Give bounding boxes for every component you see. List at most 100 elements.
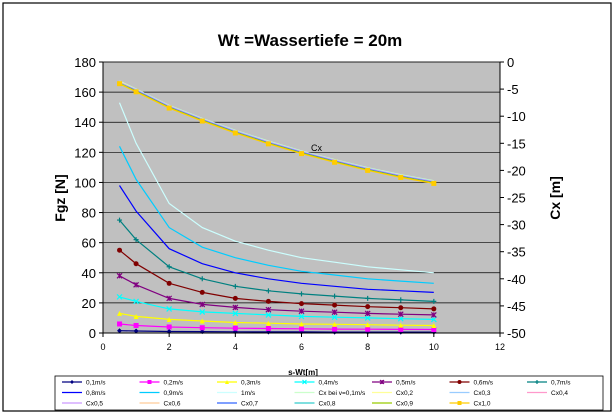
y-tick-label: 180	[74, 55, 96, 70]
legend-marker	[457, 380, 462, 384]
data-point	[265, 312, 272, 318]
data-point	[332, 321, 338, 327]
data-point	[133, 313, 139, 319]
legend-item-7: 0,7m/s	[527, 380, 571, 387]
data-point	[232, 295, 238, 301]
data-point	[166, 324, 172, 330]
legend-label: Cx0,7	[241, 401, 258, 408]
series-group	[116, 80, 437, 335]
legend-label: Cx0,4	[551, 390, 568, 397]
legend-item-14: Cx0,4	[527, 390, 568, 397]
y-tick-label: 60	[82, 236, 96, 251]
data-point	[265, 325, 271, 331]
y-tick-label: 100	[74, 175, 96, 190]
data-point	[133, 237, 139, 243]
legend-item-16: Cx0,6	[139, 401, 181, 408]
data-point	[117, 247, 123, 253]
series-7	[117, 217, 437, 304]
y-tick-label: 20	[82, 296, 96, 311]
y-tick-label: 160	[74, 85, 96, 100]
data-point	[365, 322, 371, 328]
data-point	[166, 105, 172, 111]
chart-title: Wt =Wassertiefe = 20m	[218, 31, 403, 50]
data-point	[431, 180, 437, 186]
legend-label: Cx0,9	[396, 401, 413, 408]
data-point	[299, 301, 304, 307]
data-point	[133, 322, 139, 328]
y2-tick-label: -35	[507, 245, 526, 260]
series-3	[117, 310, 437, 328]
x-tick-label: 10	[429, 342, 439, 352]
legend-label: 1m/s	[241, 390, 256, 397]
legend-label: 0,5m/s	[396, 380, 416, 387]
data-point	[265, 320, 271, 326]
legend-item-5: 0,5m/s	[372, 380, 416, 387]
data-point	[117, 310, 123, 316]
data-point	[133, 281, 140, 288]
data-point	[166, 305, 173, 312]
legend-label: 0,7m/s	[551, 380, 571, 387]
y2-tick-label: -5	[507, 82, 519, 97]
series-8	[118, 185, 434, 293]
data-point	[364, 310, 371, 317]
y-tick-label: 80	[82, 206, 96, 221]
data-point	[299, 151, 304, 157]
legend-label: Cx bei v=0,1m/s	[319, 390, 367, 397]
data-point	[199, 276, 205, 282]
y-tick-label: 0	[89, 326, 96, 341]
legend-label: Cx1,0	[474, 401, 491, 408]
legend-item-4: 0,4m/s	[294, 379, 339, 387]
legend-marker	[225, 380, 229, 384]
y2-tick-label: 0	[507, 55, 514, 70]
legend-item-19: Cx0,9	[372, 401, 413, 408]
data-point	[199, 325, 205, 331]
data-point	[397, 315, 404, 322]
data-point	[331, 309, 338, 316]
legend-label: Cx0,5	[86, 401, 103, 408]
legend-label: 0,6m/s	[474, 380, 494, 387]
data-point	[299, 321, 304, 327]
legend-marker	[70, 380, 74, 384]
legend-marker	[535, 380, 539, 384]
data-point	[117, 328, 123, 334]
y-tick-label: 40	[82, 266, 96, 281]
y2-tick-label: -20	[507, 163, 526, 178]
data-point	[398, 322, 404, 328]
data-point	[166, 295, 173, 302]
data-point	[116, 293, 123, 300]
data-point	[365, 304, 371, 310]
data-point	[398, 174, 404, 180]
legend-marker	[302, 379, 307, 385]
data-point	[365, 326, 371, 332]
legend-item-17: Cx0,7	[217, 401, 258, 408]
data-point	[431, 327, 437, 333]
x-tick-label: 12	[495, 342, 505, 352]
data-point	[431, 298, 437, 304]
legend-item-1: 0,1m/s	[62, 380, 106, 387]
data-point	[133, 298, 140, 305]
data-point	[265, 306, 272, 313]
legend-item-11: Cx bei v=0,1m/s	[294, 390, 367, 397]
data-point	[332, 293, 338, 299]
legend-item-18: Cx0,8	[294, 401, 336, 408]
series-4	[116, 293, 437, 323]
series-9	[118, 146, 434, 284]
legend-label: Cx0,2	[396, 390, 413, 397]
data-point	[430, 312, 437, 318]
data-point	[332, 159, 338, 165]
data-point	[232, 130, 238, 136]
legend-label: 0,4m/s	[319, 380, 339, 387]
legend-item-6: 0,6m/s	[449, 380, 494, 387]
data-point	[331, 314, 338, 321]
data-point	[116, 272, 123, 279]
y2-tick-label: -50	[507, 326, 526, 341]
data-point	[117, 321, 123, 327]
y2-tick-label: -25	[507, 191, 526, 206]
data-point	[265, 141, 271, 147]
data-point	[332, 302, 338, 308]
data-point	[398, 305, 404, 311]
series-6	[117, 247, 437, 312]
y-axis-label: Fgz [N]	[52, 174, 68, 221]
legend-label: Cx0,3	[474, 390, 491, 397]
data-point	[265, 288, 271, 294]
